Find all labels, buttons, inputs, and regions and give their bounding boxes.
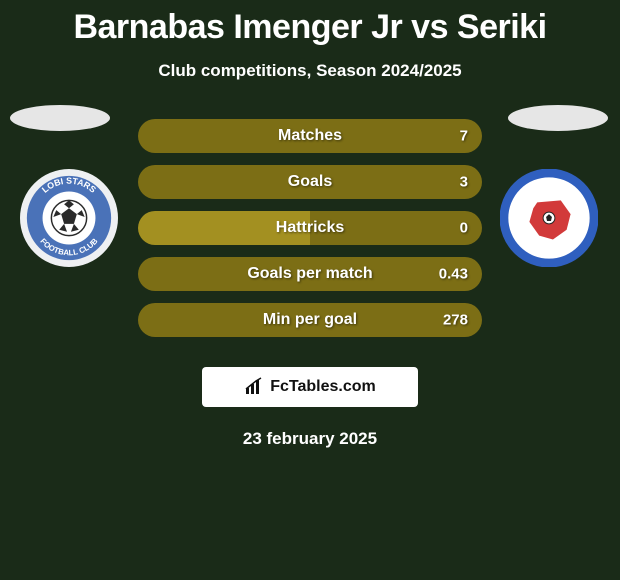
stat-value-right: 7 xyxy=(460,128,468,145)
stat-label: Hattricks xyxy=(276,219,344,237)
subtitle: Club competitions, Season 2024/2025 xyxy=(0,61,620,81)
stat-bar: Goals per match 0.43 xyxy=(138,257,482,291)
stat-bar: Goals 3 xyxy=(138,165,482,199)
date-text: 23 february 2025 xyxy=(0,429,620,449)
stat-bars: Matches 7 Goals 3 Hattricks 0 Goals per match 0… xyxy=(138,119,482,337)
brand-text: FcTables.com xyxy=(270,378,376,396)
player-photo-right xyxy=(508,105,608,131)
stat-bar: Min per goal 278 xyxy=(138,303,482,337)
stat-label: Goals xyxy=(288,173,332,191)
crest-right-svg: TORNADOES FOOTBALL MINNA xyxy=(500,169,598,267)
comparison-body: LOBI STARS FOOTBALL CLUB xyxy=(0,119,620,339)
stat-value-right: 0.43 xyxy=(439,266,468,283)
player-photo-left xyxy=(10,105,110,131)
stat-bar: Matches 7 xyxy=(138,119,482,153)
comparison-card: Barnabas Imenger Jr vs Seriki Club compe… xyxy=(0,0,620,580)
crest-left-svg: LOBI STARS FOOTBALL CLUB xyxy=(20,169,118,267)
stat-value-right: 0 xyxy=(460,220,468,237)
stat-label: Matches xyxy=(278,127,342,145)
stat-value-right: 3 xyxy=(460,174,468,191)
brand-badge: FcTables.com xyxy=(202,367,418,407)
club-crest-right: TORNADOES FOOTBALL MINNA xyxy=(500,169,598,267)
stat-value-right: 278 xyxy=(443,312,468,329)
club-crest-left: LOBI STARS FOOTBALL CLUB xyxy=(20,169,118,267)
stat-bar: Hattricks 0 xyxy=(138,211,482,245)
bar-chart-icon xyxy=(244,377,264,397)
stat-label: Goals per match xyxy=(247,265,372,283)
page-title: Barnabas Imenger Jr vs Seriki xyxy=(0,0,620,47)
stat-label: Min per goal xyxy=(263,311,357,329)
